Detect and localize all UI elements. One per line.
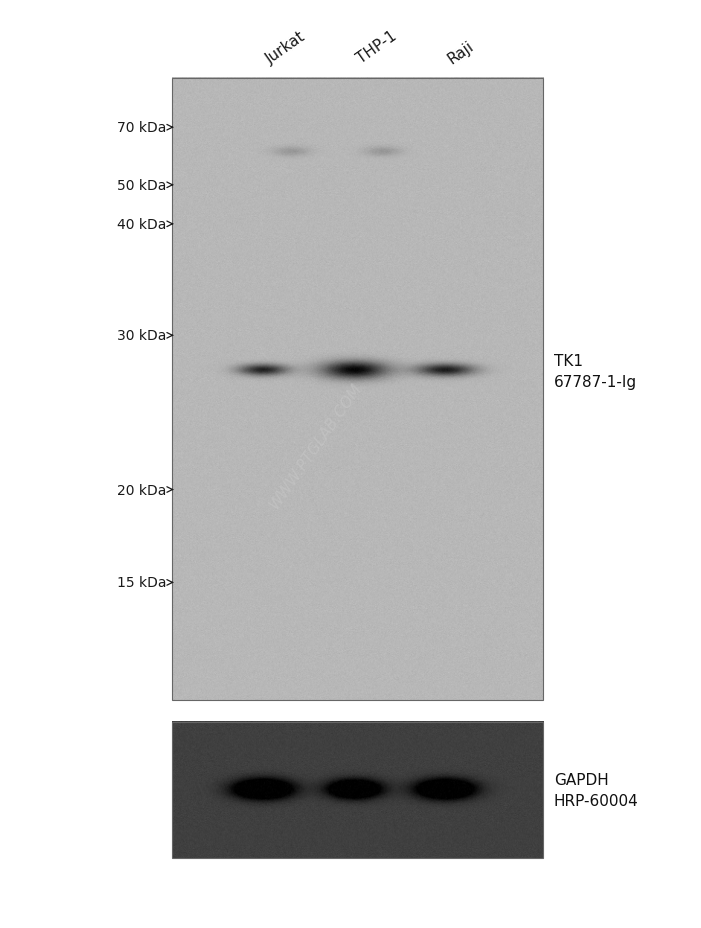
Text: 40 kDa: 40 kDa xyxy=(118,217,167,232)
Text: Raji: Raji xyxy=(445,38,477,67)
Text: TK1
67787-1-Ig: TK1 67787-1-Ig xyxy=(554,354,637,389)
Text: 70 kDa: 70 kDa xyxy=(118,121,167,135)
Text: 15 kDa: 15 kDa xyxy=(117,575,167,590)
Bar xyxy=(172,722,543,858)
Text: THP-1: THP-1 xyxy=(354,29,400,67)
Text: GAPDH
HRP-60004: GAPDH HRP-60004 xyxy=(554,772,639,807)
Text: 50 kDa: 50 kDa xyxy=(118,178,167,193)
Text: Jurkat: Jurkat xyxy=(263,29,308,67)
Text: WWW.PTGLAB.COM: WWW.PTGLAB.COM xyxy=(266,380,365,511)
Bar xyxy=(172,79,543,701)
Text: 30 kDa: 30 kDa xyxy=(118,329,167,343)
Text: 20 kDa: 20 kDa xyxy=(118,483,167,497)
